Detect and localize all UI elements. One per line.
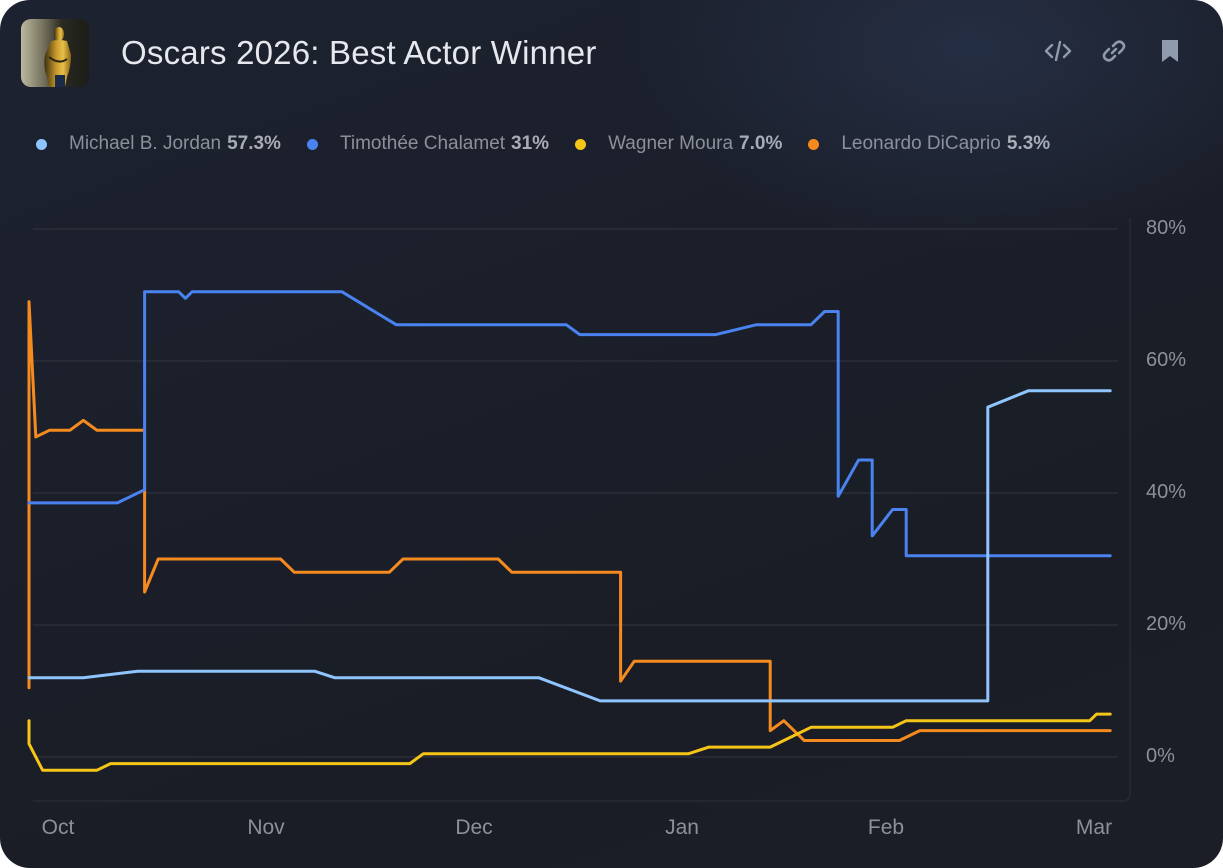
- plot-border: [33, 218, 1131, 802]
- y-tick-label: 40%: [1146, 481, 1187, 503]
- code-icon: [1044, 40, 1072, 62]
- series-lines: [27, 290, 1112, 772]
- page-title: Oscars 2026: Best Actor Winner: [121, 34, 597, 71]
- card-header: Oscars 2026: Best Actor Winner: [21, 19, 1183, 87]
- series-line-timoth-e-chalamet[interactable]: [27, 290, 1112, 558]
- statuette-icon: [44, 27, 71, 87]
- x-tick-label: Feb: [867, 816, 905, 839]
- series-line-wagner-moura[interactable]: [27, 712, 1112, 772]
- x-tick-label: Mar: [1075, 816, 1113, 839]
- legend-item-timothee-chalamet[interactable]: Timothée Chalamet 31%: [306, 133, 550, 155]
- legend-label: Wagner Moura: [608, 133, 734, 154]
- link-icon: [1102, 40, 1126, 62]
- legend-value: 57.3%: [227, 133, 281, 154]
- gridlines: [33, 228, 1118, 758]
- y-tick-label: 20%: [1146, 613, 1187, 635]
- x-tick-label: Dec: [455, 816, 493, 839]
- header-actions: [1043, 36, 1185, 66]
- series-line-leonardo-dicaprio[interactable]: [27, 300, 1112, 742]
- y-tick-label: 0%: [1146, 745, 1175, 767]
- legend-dot-icon: [808, 138, 820, 150]
- embed-button[interactable]: [1043, 36, 1073, 66]
- legend-item-michael-b-jordan[interactable]: Michael B. Jordan 57.3%: [36, 133, 281, 155]
- legend-label: Michael B. Jordan: [69, 133, 222, 154]
- x-tick-label: Jan: [665, 816, 699, 839]
- bookmark-icon: [1162, 40, 1178, 62]
- legend-label: Timothée Chalamet: [339, 133, 506, 154]
- legend-dot-icon: [36, 138, 47, 150]
- x-tick-label: Nov: [247, 816, 285, 839]
- legend-label: Leonardo DiCaprio: [841, 133, 1001, 154]
- copy-link-button[interactable]: [1099, 36, 1129, 66]
- legend-value: 5.3%: [1006, 133, 1051, 154]
- legend-value: 7.0%: [739, 133, 783, 154]
- series-line-michael-b-jordan[interactable]: [27, 389, 1112, 703]
- chart-legend: Michael B. Jordan 57.3% Timothée Chalame…: [36, 133, 1076, 155]
- bookmark-button[interactable]: [1155, 36, 1185, 66]
- legend-item-leonardo-dicaprio[interactable]: Leonardo DiCaprio 5.3%: [808, 133, 1050, 155]
- oscar-statuette-image: [21, 19, 89, 87]
- legend-item-wagner-moura[interactable]: Wagner Moura 7.0%: [575, 133, 782, 155]
- x-tick-label: Oct: [41, 816, 75, 839]
- legend-dot-icon: [575, 138, 587, 150]
- legend-dot-icon: [306, 138, 318, 150]
- y-tick-label: 60%: [1146, 349, 1187, 371]
- y-tick-label: 80%: [1146, 217, 1187, 239]
- legend-value: 31%: [511, 133, 550, 154]
